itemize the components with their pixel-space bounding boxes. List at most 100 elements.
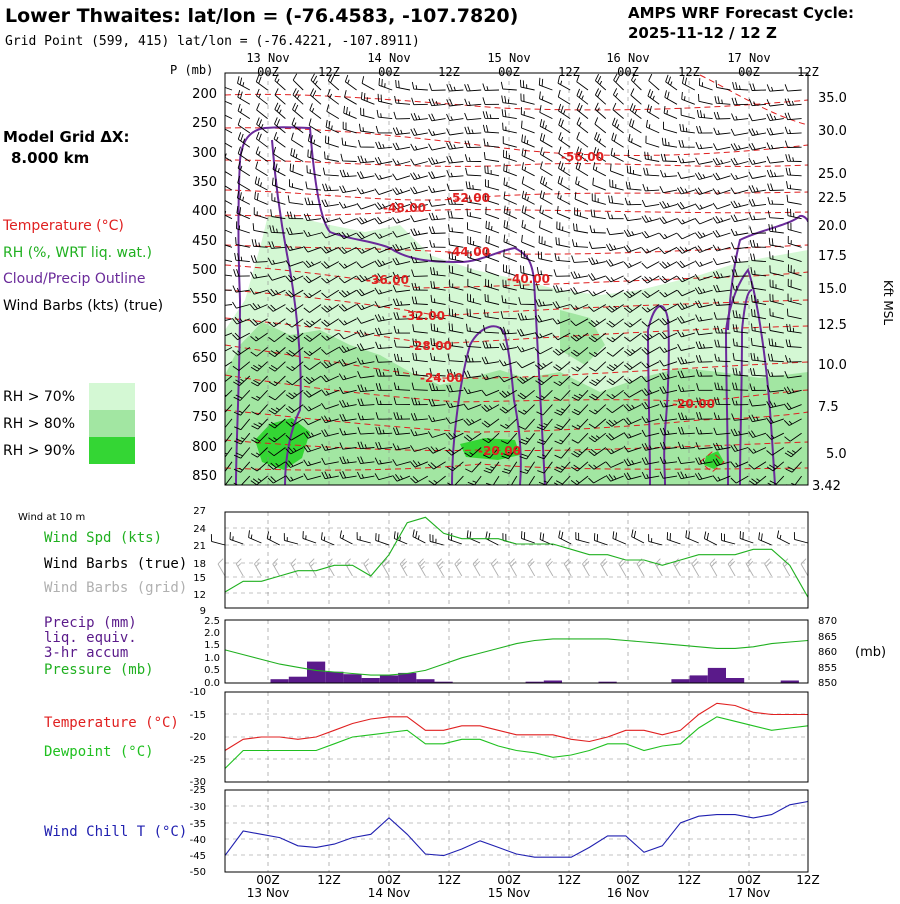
wind-barb — [784, 432, 802, 442]
wind-barb-true — [685, 530, 699, 544]
wind-barb — [517, 328, 535, 337]
wind-barb — [557, 175, 571, 191]
wind-barb — [410, 143, 428, 151]
wind-barb-true — [302, 531, 317, 544]
wind-barb — [665, 74, 678, 91]
wind-barb — [501, 295, 517, 305]
wind-barb — [392, 173, 411, 181]
wind-barb — [464, 83, 482, 92]
wind-barb — [518, 297, 535, 305]
isotherm-label: -24.00 — [420, 371, 463, 385]
wind-barb — [784, 140, 802, 148]
wind-barb — [732, 367, 749, 377]
wind-barb — [464, 112, 482, 121]
wind-barb-grid — [582, 558, 590, 577]
wind-barb — [520, 93, 535, 105]
wind-barb — [630, 88, 642, 105]
precip-bar — [780, 680, 799, 683]
wind-barb — [255, 74, 268, 91]
wind-barb — [326, 104, 340, 119]
wind-barb — [766, 142, 784, 150]
wind-barb — [748, 212, 767, 221]
wind-barb — [249, 287, 268, 295]
wind-barb — [357, 155, 375, 164]
wind-barb — [356, 187, 375, 195]
precip-panel: Precip (mm) liq. equiv. 3-hr accum Press… — [44, 615, 886, 689]
wind-barb — [552, 301, 571, 309]
wind-barb — [641, 442, 660, 451]
wind-barb — [225, 229, 233, 234]
pressure-label: Pressure (mb) — [44, 662, 154, 678]
wind-barb-grid — [272, 558, 281, 577]
wind-barb — [410, 445, 428, 452]
wind-barb — [358, 123, 375, 134]
wind-barb — [463, 432, 482, 442]
wind-barb — [589, 361, 607, 372]
wind-barb — [712, 271, 731, 279]
wind-barb — [392, 142, 411, 151]
wind-barb — [446, 155, 464, 164]
wind-barb — [519, 79, 535, 91]
rh90-swatch — [89, 437, 135, 464]
wind-barb — [623, 417, 642, 426]
wind-barb — [467, 250, 482, 263]
bottom-time-axis: 00Z 12Z 00Z 12Z 00Z 12Z 00Z 12Z 00Z 12Z … — [247, 873, 820, 900]
wind-barb — [712, 172, 731, 181]
wind-barb — [767, 353, 784, 363]
wind-barb — [751, 323, 767, 334]
wind-barb-grid — [308, 558, 317, 577]
top-date-label: 16 Nov — [606, 51, 649, 65]
wind-barb — [554, 461, 571, 473]
wind-barb — [784, 371, 802, 379]
wind-barb — [751, 294, 767, 305]
wind-barb — [571, 461, 589, 472]
wind-barb — [225, 432, 233, 444]
wind-barb-true — [266, 531, 280, 546]
wind-barb — [521, 134, 535, 148]
wind-barb — [393, 339, 411, 348]
wind-barb — [786, 194, 802, 205]
precip-y-tick: 1.0 — [204, 653, 220, 664]
wind-barb — [446, 384, 464, 393]
wind-barb — [375, 412, 393, 420]
height-tick: 30.0 — [818, 124, 847, 139]
wind-barb — [267, 304, 286, 312]
wind-barb — [429, 239, 446, 248]
wind-barb — [338, 345, 357, 354]
wind-barb — [321, 304, 340, 313]
wind-barb — [588, 318, 607, 328]
wind-barb — [694, 172, 713, 180]
wind-barb — [748, 114, 767, 122]
wind-barb — [374, 457, 393, 465]
wind-barb — [698, 93, 713, 105]
wind-barb — [748, 475, 767, 485]
wind-barb — [464, 140, 482, 149]
wind-barb — [676, 260, 695, 269]
wind-barb — [251, 389, 268, 401]
wind-barb — [766, 432, 785, 440]
wind-barb — [606, 332, 624, 343]
wind-barb — [303, 361, 322, 371]
wind-barb — [588, 461, 607, 470]
wind-frame — [224, 511, 809, 609]
wind-barb — [644, 151, 660, 162]
wind-barb — [659, 304, 678, 312]
wind-barb — [713, 111, 731, 120]
wind-barb — [251, 375, 268, 387]
isotherm-label: -28.00 — [409, 339, 452, 353]
wind-barb — [339, 413, 357, 422]
wind-barb — [769, 265, 784, 277]
wind-barb — [393, 368, 411, 377]
wind-barb-true — [721, 533, 736, 545]
wind-barb — [624, 332, 642, 342]
wind-barb — [606, 361, 624, 372]
wind-barb — [713, 284, 731, 293]
wind-barb — [768, 237, 784, 248]
bottom-date-label: 14 Nov — [368, 886, 411, 900]
precip-bar — [689, 675, 708, 683]
wind-barb — [427, 461, 446, 470]
wind-barb — [268, 418, 286, 429]
wind-barb — [594, 132, 607, 148]
wind-barb — [392, 187, 411, 196]
wind-barb-grid — [764, 558, 772, 577]
